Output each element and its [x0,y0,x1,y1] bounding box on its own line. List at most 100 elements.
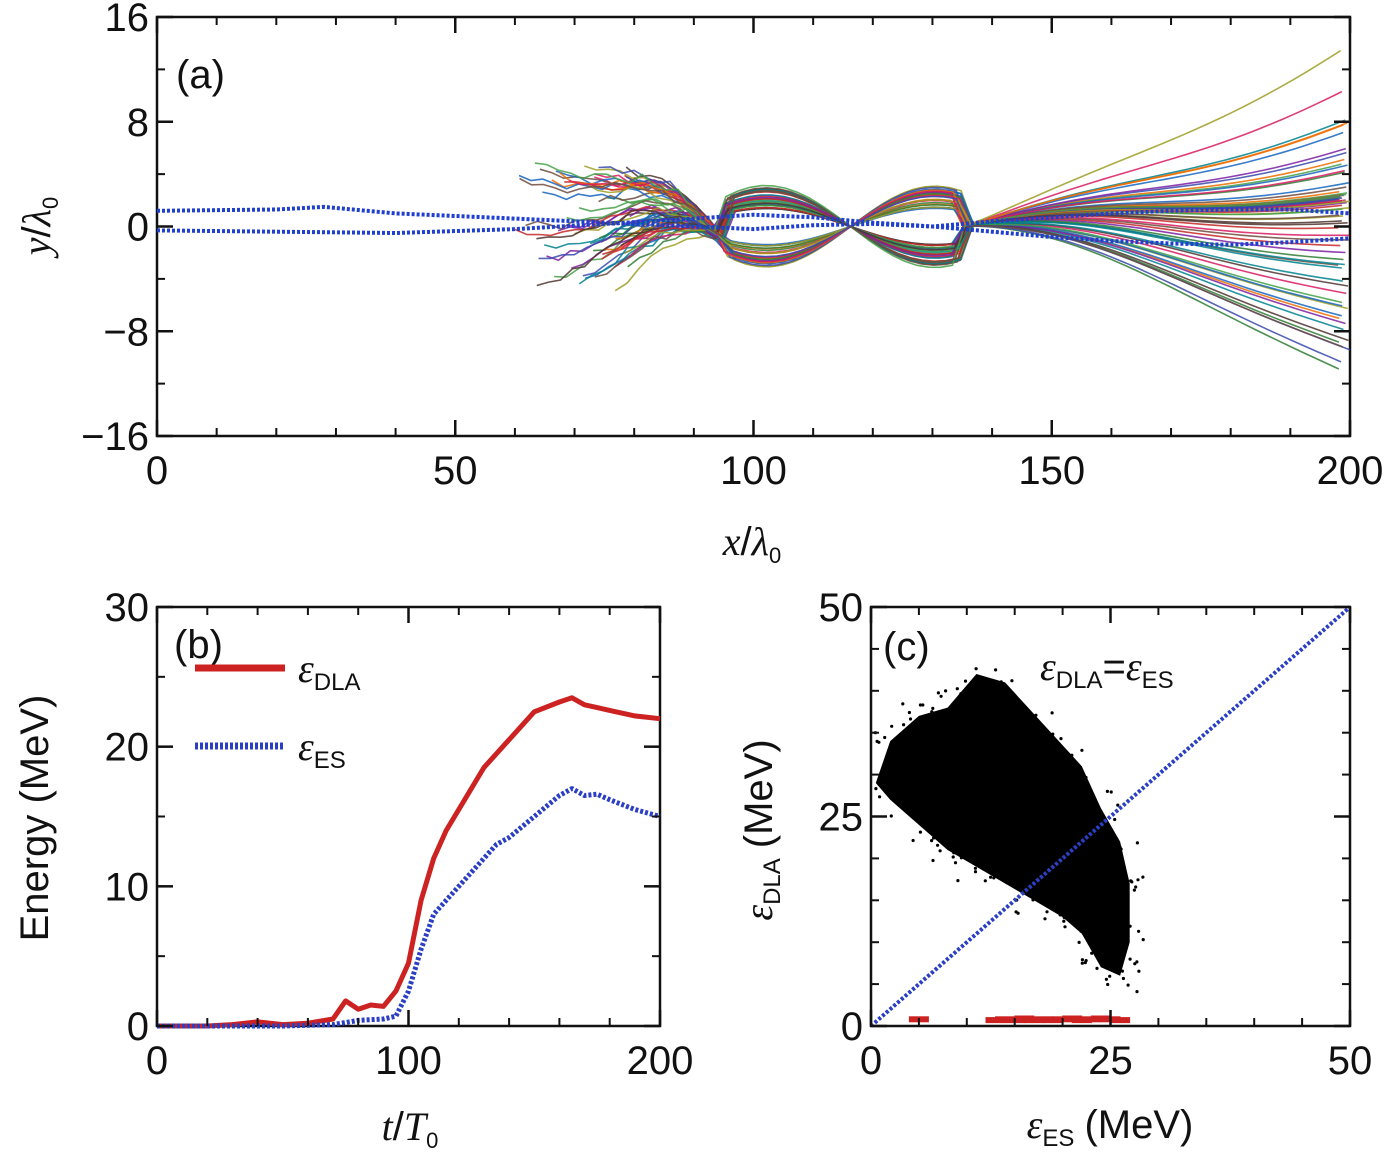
y-tick-label: 8 [127,101,149,145]
scatter-point [1005,880,1009,885]
panel-b-label: (b) [174,623,223,667]
scatter-point [952,851,956,855]
panel-a-xlabel: x/λ0 [722,519,781,568]
scatter-point [930,710,934,714]
scatter-point [939,694,943,698]
scatter-point [962,837,966,842]
scatter-point [1133,962,1137,966]
scatter-point [936,721,941,726]
y-tick-label: 30 [105,586,150,630]
scatter-point [947,711,951,715]
scatter-point [1070,903,1074,907]
panel-c-ylabel: εDLA(MeV) [736,739,786,920]
scatter-point [1117,945,1121,949]
scatter-point [1084,959,1088,963]
scatter-point [918,703,923,707]
y-tick-label: 10 [105,865,150,909]
panel-c-label: (c) [883,625,930,669]
panel-b-ylabel: Energy (MeV) [13,695,57,942]
scatter-point [1080,961,1084,965]
scatter-point [973,870,978,874]
scatter-point [1072,778,1076,782]
panel-c-annotation: εDLA=εES [1040,644,1174,694]
scatter-point [1084,775,1088,780]
scatter-point [1106,823,1110,827]
y-tick-label: 0 [841,1005,863,1049]
scatter-point [932,808,937,812]
scatter-point [1106,982,1110,987]
panel-c-ticks: 0 25 50 50 25 0 [819,586,1373,1083]
red-mark [1110,1017,1131,1024]
scatter-point [883,735,887,740]
scatter-point [1141,875,1145,879]
scatter-point [992,683,996,688]
scatter-point [1117,927,1121,931]
trajectory-line [519,177,1343,348]
panel-a-dotted-lines [156,204,1351,247]
scatter-point [890,724,894,728]
energy-series-es [157,786,661,1029]
scatter-point [959,692,963,696]
scatter-point [951,855,955,859]
scatter-point [931,706,935,711]
scatter-point [1116,803,1120,807]
legend-dla-label: εDLA [298,646,360,696]
trajectory-line [624,50,1342,255]
scatter-point [1062,915,1066,920]
legend-es-label: εES [298,724,346,774]
scatter-point [1128,924,1132,928]
scatter-point [1076,922,1080,926]
scatter-point [1034,713,1038,717]
scatter-point [1128,957,1132,961]
scatter-point [911,725,915,730]
trajectory-line [568,169,1345,263]
scatter-point [918,830,923,834]
x-tick-label: 25 [1088,1039,1133,1083]
scatter-point [1124,877,1128,881]
scatter-point [994,668,998,672]
scatter-point [1016,911,1020,915]
scatter-point [899,740,903,744]
scatter-point [956,879,960,883]
y-tick-label: 0 [127,206,149,250]
panel-b-lines [157,695,661,1029]
x-tick-label: 200 [1317,449,1384,493]
scatter-point [930,719,935,723]
scatter-point [1032,735,1036,739]
scatter-point [1132,888,1136,892]
scatter-point [1058,913,1062,917]
y-tick-label: 25 [819,796,864,840]
scatter-point [1121,976,1125,981]
scatter-point [978,855,982,859]
x-tick-label: 0 [146,1039,168,1083]
scatter-point [1042,891,1046,895]
scatter-point [889,814,893,818]
scatter-point [901,702,905,706]
scatter-point [1065,773,1069,777]
scatter-point [921,703,925,707]
scatter-point [1048,896,1052,900]
scatter-point [938,849,942,853]
scatter-point [974,667,978,671]
panel-c-red-marks [908,1015,1131,1024]
x-tick-label: 0 [146,449,168,493]
scatter-point [1135,841,1139,845]
panel-c-xlabel: εES (MeV) [1027,1102,1194,1152]
scatter-point [989,875,993,879]
scatter-point [930,839,934,843]
scatter-point [1098,815,1102,819]
trajectory-line [514,205,1339,247]
scatter-point [932,836,936,840]
panel-a-ticks: 0 50 100 150 200 16 8 0 −8 −16 [81,0,1383,493]
scatter-point [907,731,911,735]
panel-b-xlabel: t/T0 [382,1104,439,1153]
scatter-point [1063,925,1067,929]
trajectory-line [534,162,1347,269]
scatter-point [1093,939,1097,944]
scatter-point [1028,890,1032,894]
scatter-point [1109,933,1113,937]
scatter-point [992,876,996,880]
scatter-point [1126,983,1130,987]
